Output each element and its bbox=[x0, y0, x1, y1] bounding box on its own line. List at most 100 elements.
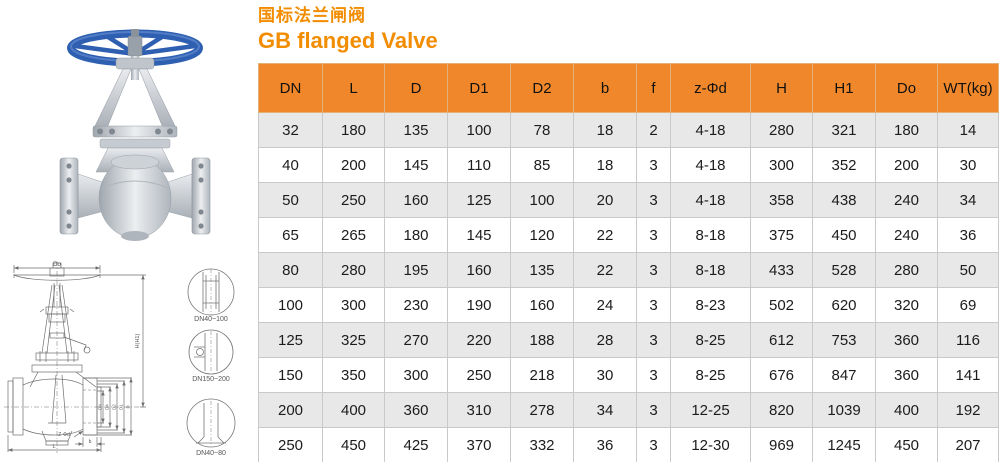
table-cell: 450 bbox=[322, 427, 385, 462]
table-cell: 278 bbox=[510, 392, 574, 428]
table-cell: 145 bbox=[384, 147, 448, 183]
table-cell: 22 bbox=[573, 252, 637, 288]
table-cell: 358 bbox=[750, 182, 813, 218]
product-title-en: GB flanged Valve bbox=[258, 27, 438, 53]
table-cell: 528 bbox=[812, 252, 876, 288]
table-cell: 200 bbox=[322, 147, 385, 183]
table-cell: 310 bbox=[447, 392, 511, 428]
table-cell: 100 bbox=[510, 182, 574, 218]
table-cell: 360 bbox=[384, 392, 448, 428]
column-header-DN: DN bbox=[258, 63, 323, 113]
table-cell: 400 bbox=[875, 392, 938, 428]
table-cell: 14 bbox=[937, 112, 999, 148]
column-header-D2: D2 bbox=[510, 63, 574, 113]
detail-view-labels: DN40~100 DN150~200 DN40~80 bbox=[192, 316, 230, 457]
table-cell: 195 bbox=[384, 252, 448, 288]
table-cell: 192 bbox=[937, 392, 999, 428]
column-header-L: L bbox=[322, 63, 385, 113]
table-cell: 325 bbox=[322, 322, 385, 358]
table-cell: 190 bbox=[447, 287, 511, 323]
column-header-Do: Do bbox=[875, 63, 938, 113]
column-header-H1: H1 bbox=[812, 63, 876, 113]
table-cell: 110 bbox=[447, 147, 511, 183]
table-cell: 300 bbox=[322, 287, 385, 323]
table-cell: 3 bbox=[636, 322, 671, 358]
table-cell: 30 bbox=[937, 147, 999, 183]
table-cell: 240 bbox=[875, 182, 938, 218]
table-cell: 135 bbox=[384, 112, 448, 148]
table-row: 40 200 145 110 85 18 3 4-18 300 352 200 30 bbox=[258, 147, 999, 183]
table-cell: 135 bbox=[510, 252, 574, 288]
detail-views bbox=[186, 268, 236, 448]
table-cell: 3 bbox=[636, 252, 671, 288]
table-cell: 24 bbox=[573, 287, 637, 323]
valve-stem-yoke bbox=[93, 56, 177, 129]
table-cell: 250 bbox=[322, 182, 385, 218]
table-cell: 78 bbox=[510, 112, 574, 148]
table-cell: 676 bbox=[750, 357, 813, 393]
table-cell: 180 bbox=[875, 112, 938, 148]
table-cell: 360 bbox=[875, 322, 938, 358]
dim-label-d4: D4 bbox=[105, 404, 110, 410]
table-cell: 50 bbox=[258, 182, 323, 218]
table-cell: 188 bbox=[510, 322, 574, 358]
table-row: 32 180 135 100 78 18 2 4-18 280 321 180 14 bbox=[258, 112, 999, 148]
table-cell: 300 bbox=[750, 147, 813, 183]
table-cell: 4-18 bbox=[670, 182, 751, 218]
table-cell: 425 bbox=[384, 427, 448, 462]
table-row: 125 325 270 220 188 28 3 8-25 612 753 360 116 bbox=[258, 322, 999, 358]
dim-label-d2: D2 bbox=[112, 404, 117, 410]
table-cell: 332 bbox=[510, 427, 574, 462]
detail-view-3 bbox=[186, 398, 236, 448]
table-cell: 180 bbox=[384, 217, 448, 253]
table-cell: 12-25 bbox=[670, 392, 751, 428]
table-cell: 820 bbox=[750, 392, 813, 428]
title-block: 国标法兰闸阀 GB flanged Valve bbox=[258, 6, 438, 53]
dim-label-l: L bbox=[52, 444, 55, 450]
detail-label-3: DN40~80 bbox=[196, 450, 226, 457]
table-cell: 160 bbox=[510, 287, 574, 323]
table-cell: 36 bbox=[573, 427, 637, 462]
table-cell: 100 bbox=[258, 287, 323, 323]
table-cell: 370 bbox=[447, 427, 511, 462]
table-cell: 200 bbox=[875, 147, 938, 183]
table-cell: 2 bbox=[636, 112, 671, 148]
table-cell: 450 bbox=[812, 217, 876, 253]
table-cell: 3 bbox=[636, 392, 671, 428]
table-cell: 85 bbox=[510, 147, 574, 183]
table-cell: 847 bbox=[812, 357, 876, 393]
table-cell: 28 bbox=[573, 322, 637, 358]
table-cell: 300 bbox=[384, 357, 448, 393]
table-cell: 125 bbox=[447, 182, 511, 218]
product-title-zh: 国标法兰闸阀 bbox=[258, 6, 366, 25]
table-cell: 375 bbox=[750, 217, 813, 253]
table-cell: 200 bbox=[258, 392, 323, 428]
dim-label-zd: Z-Φd bbox=[58, 432, 70, 438]
spec-table-body: 32 180 135 100 78 18 2 4-18 280 321 180 14 40 200 145 1… bbox=[258, 112, 999, 462]
table-cell: 620 bbox=[812, 287, 876, 323]
table-cell: 321 bbox=[812, 112, 876, 148]
table-cell: 8-25 bbox=[670, 322, 751, 358]
table-cell: 320 bbox=[875, 287, 938, 323]
table-cell: 69 bbox=[937, 287, 999, 323]
table-cell: 250 bbox=[447, 357, 511, 393]
table-cell: 34 bbox=[937, 182, 999, 218]
table-cell: 65 bbox=[258, 217, 323, 253]
table-cell: 270 bbox=[384, 322, 448, 358]
table-cell: 250 bbox=[258, 427, 323, 462]
column-header-D: D bbox=[384, 63, 448, 113]
table-cell: 3 bbox=[636, 147, 671, 183]
table-cell: 3 bbox=[636, 357, 671, 393]
table-cell: 280 bbox=[750, 112, 813, 148]
dim-label-d: D bbox=[126, 405, 131, 408]
table-row: 50 250 160 125 100 20 3 4-18 358 438 240 34 bbox=[258, 182, 999, 218]
column-header-f: f bbox=[636, 63, 671, 113]
table-cell: 753 bbox=[812, 322, 876, 358]
table-cell: 1039 bbox=[812, 392, 876, 428]
table-row: 250 450 425 370 332 36 3 12-30 969 1245 450 207 bbox=[258, 427, 999, 462]
detail-view-1 bbox=[187, 268, 235, 316]
table-row: 80 280 195 160 135 22 3 8-18 433 528 280 50 bbox=[258, 252, 999, 288]
valve-technical-drawing: Do H(H1) DN D4 D2 D1 D Z-Φd b L bbox=[4, 261, 236, 457]
table-cell: 3 bbox=[636, 217, 671, 253]
